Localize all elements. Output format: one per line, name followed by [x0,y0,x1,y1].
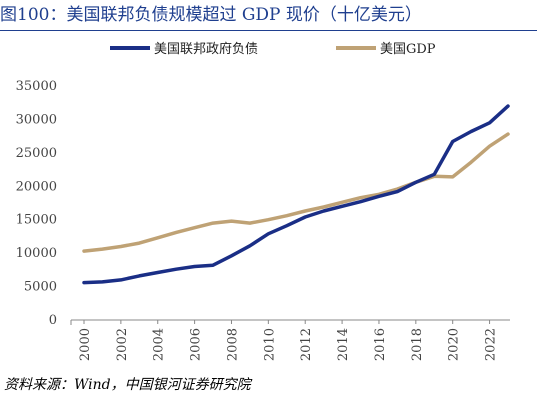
x-axis-ticks: 2000 2002 2004 2006 2008 2010 2012 2014 2016 2018… [78,320,499,361]
line-chart: 美国联邦政府负债 美国GDP 0 5000 10000 15000 20000 25000… [16,42,510,361]
legend-label-debt: 美国联邦政府负债 [154,42,258,57]
legend-label-gdp: 美国GDP [380,42,436,57]
x-tick-label: 2000 [78,328,93,361]
x-tick-label: 2002 [115,328,130,361]
y-tick-label: 20000 [16,179,57,194]
x-tick-label: 2004 [152,328,167,361]
axes [70,319,510,325]
x-tick-label: 2008 [225,328,240,361]
y-axis-ticks: 0 5000 10000 15000 20000 25000 30000 35000 [16,79,57,328]
x-tick-label: 2020 [447,328,462,361]
series-line-federal-debt [82,104,510,285]
y-tick-label: 30000 [16,112,57,127]
y-tick-label: 5000 [24,280,57,295]
y-tick-label: 0 [49,313,57,328]
source-note: 资料来源：Wind，中国银河证券研究院 [4,377,251,393]
x-tick-label: 2010 [262,328,277,361]
x-tick-label: 2012 [299,328,314,361]
series-line-gdp [82,132,510,253]
title-divider [0,30,537,31]
x-tick-label: 2014 [336,328,351,361]
figure-title: 图100：美国联邦负债规模超过 GDP 现价（十亿美元） [0,5,422,25]
x-tick-label: 2018 [410,328,425,361]
x-tick-label: 2016 [373,328,388,361]
y-tick-label: 15000 [16,213,57,228]
y-tick-label: 25000 [16,146,57,161]
x-tick-label: 2006 [189,328,204,361]
y-tick-label: 35000 [16,79,57,94]
y-tick-label: 10000 [16,246,57,261]
x-tick-label: 2022 [484,328,499,361]
legend: 美国联邦政府负债 美国GDP [110,42,436,57]
series-lines [82,104,510,285]
